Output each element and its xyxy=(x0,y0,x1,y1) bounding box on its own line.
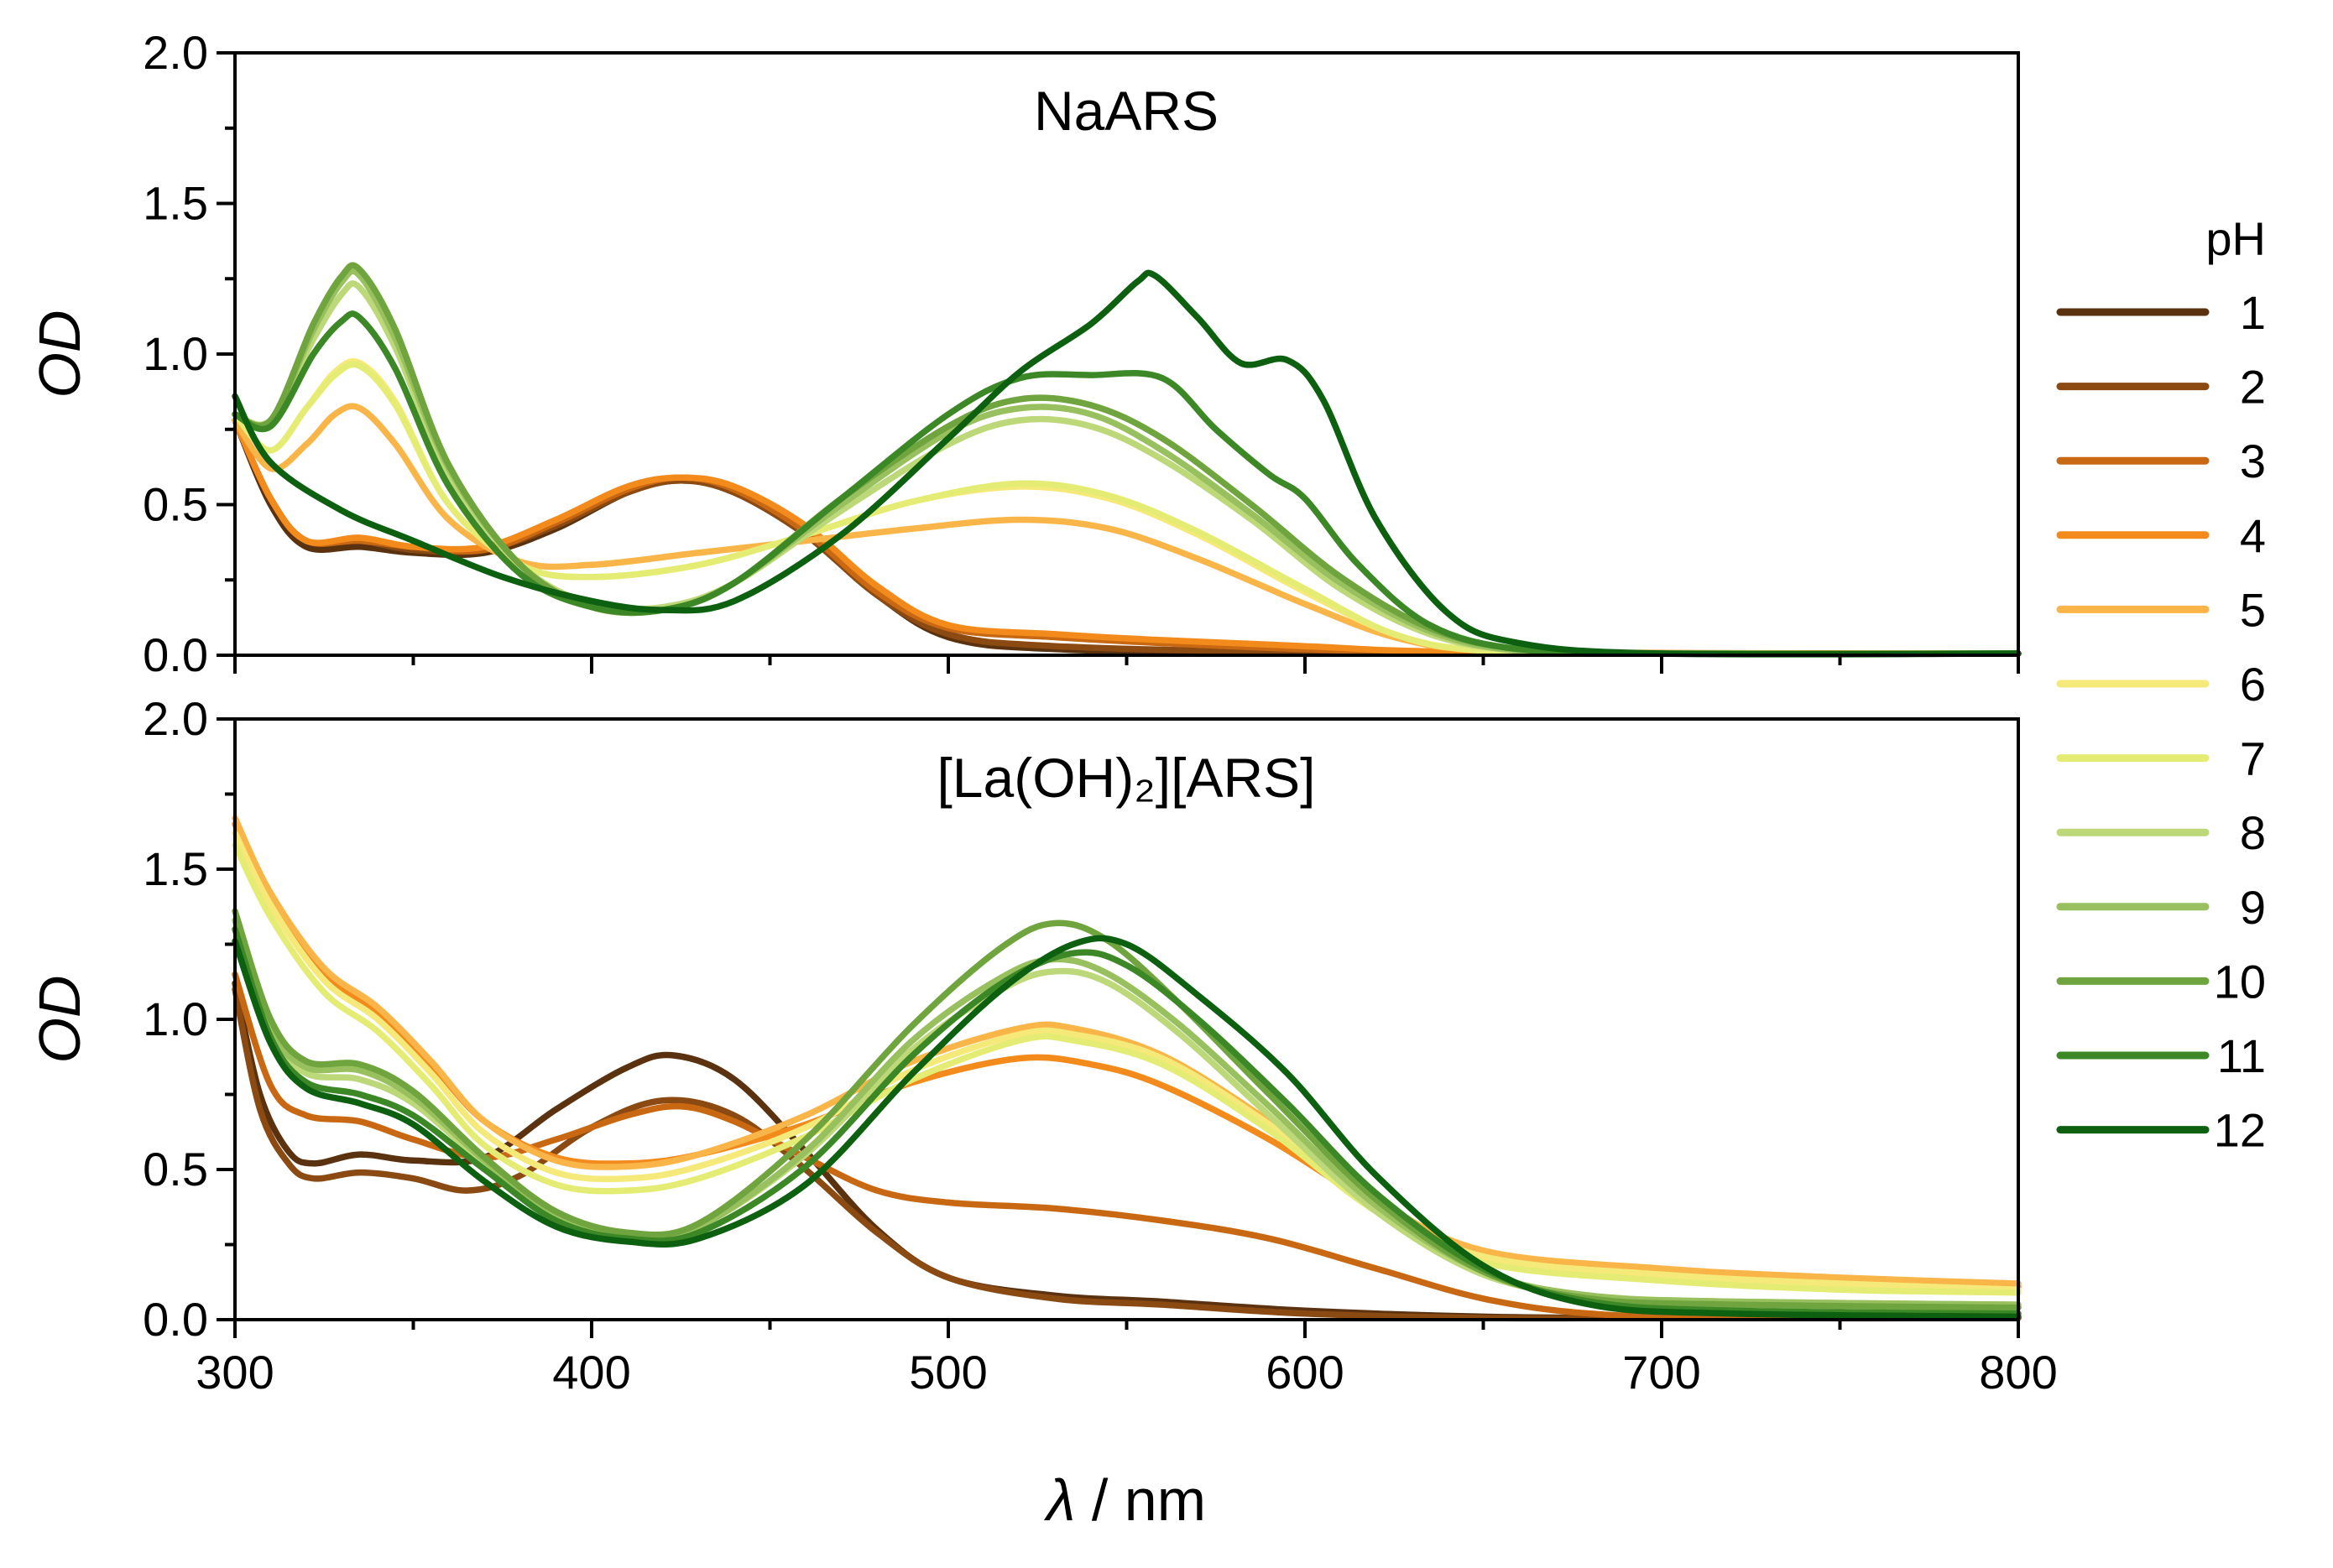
x-axis-title: λ / nm xyxy=(1043,1467,1206,1533)
series-line-naars-ph-7 xyxy=(232,361,2022,658)
x-axis-symbol: λ xyxy=(1043,1467,1075,1533)
plot-frame-naars xyxy=(233,51,2020,657)
legend-label-ph-6: 6 xyxy=(2240,658,2266,711)
x-tick-label: 400 xyxy=(552,1346,630,1399)
series-line-naars-ph-9 xyxy=(232,268,2022,658)
series-line-naars-ph-11 xyxy=(232,310,2022,658)
series-line-la-ars-ph-1 xyxy=(232,980,2022,1321)
legend-label-ph-5: 5 xyxy=(2240,583,2266,636)
y-tick-label-naars: 1.5 xyxy=(143,177,208,230)
series-line-la-ars-ph-10 xyxy=(232,908,2022,1311)
series-line-la-ars-ph-7 xyxy=(232,841,2022,1296)
series-line-naars-ph-6 xyxy=(232,357,2022,658)
panel-title-naars: NaARS xyxy=(1034,80,1219,142)
series-line-la-ars-ph-5 xyxy=(232,815,2022,1287)
legend-label-ph-9: 9 xyxy=(2240,881,2266,934)
series-line-naars-ph-1 xyxy=(232,417,2022,658)
panel-title-la-ars: [La(OH)₂][ARS] xyxy=(937,747,1315,809)
axis-ticks-naars: 0.0 0.5 1.0 1.5 2.0 xyxy=(143,26,2020,681)
plot-area-la-ars xyxy=(232,815,2022,1322)
y-tick-label-la-ars: 0.5 xyxy=(143,1143,208,1196)
y-tick-label-naars: 0.0 xyxy=(143,628,208,681)
legend-label-ph-12: 12 xyxy=(2214,1104,2266,1157)
series-line-naars-ph-2 xyxy=(232,417,2022,657)
legend-label-ph-8: 8 xyxy=(2240,806,2266,859)
legend-label-ph-1: 1 xyxy=(2240,286,2266,339)
y-tick-label-naars: 2.0 xyxy=(143,26,208,79)
x-tick-label: 500 xyxy=(909,1346,987,1399)
legend-label-ph-4: 4 xyxy=(2240,509,2266,562)
legend-label-ph-3: 3 xyxy=(2240,435,2266,487)
x-axis-unit: / nm xyxy=(1075,1467,1206,1533)
y-tick-label-la-ars: 1.5 xyxy=(143,842,208,895)
series-line-naars-ph-3 xyxy=(232,417,2022,658)
y-axis-title-naars: OD xyxy=(27,310,92,399)
x-tick-label: 300 xyxy=(196,1346,274,1399)
y-tick-label-naars: 1.0 xyxy=(143,327,208,380)
series-line-naars-ph-4 xyxy=(232,417,2022,657)
x-tick-label: 700 xyxy=(1622,1346,1700,1399)
series-line-la-ars-ph-6 xyxy=(232,830,2022,1293)
y-tick-label-la-ars: 2.0 xyxy=(143,692,208,745)
series-line-naars-ph-12 xyxy=(232,269,2022,658)
panel-naars: 0.0 0.5 1.0 1.5 2.0 NaARS xyxy=(143,26,2022,681)
plot-area-naars xyxy=(232,262,2022,658)
series-line-naars-ph-8 xyxy=(232,280,2022,658)
legend-title: pH xyxy=(2205,212,2266,265)
legend-label-ph-2: 2 xyxy=(2240,361,2266,414)
y-axis-title-la-ars: OD xyxy=(27,976,92,1064)
legend-label-ph-10: 10 xyxy=(2214,955,2266,1008)
series-line-naars-ph-10 xyxy=(232,262,2022,658)
plot-frame-la-ars xyxy=(233,717,2020,1321)
legend-label-ph-11: 11 xyxy=(2217,1029,2266,1082)
legend-label-ph-7: 7 xyxy=(2240,732,2266,785)
y-tick-label-naars: 0.5 xyxy=(143,478,208,531)
x-tick-label: 800 xyxy=(1979,1346,2057,1399)
y-tick-label-la-ars: 0.0 xyxy=(143,1293,208,1346)
panel-la-ars: 0.0 0.5 1.0 1.5 2.0 300 400 500 600 700 800 [La(OH… xyxy=(143,692,2058,1399)
series-line-la-ars-ph-9 xyxy=(232,917,2022,1308)
series-line-la-ars-ph-12 xyxy=(232,935,2022,1321)
series-line-la-ars-ph-3 xyxy=(232,971,2022,1322)
x-tick-label: 600 xyxy=(1266,1346,1344,1399)
axis-ticks-la-ars: 0.0 0.5 1.0 1.5 2.0 300 400 500 600 700 800 xyxy=(143,692,2058,1399)
y-tick-label-la-ars: 1.0 xyxy=(143,992,208,1045)
